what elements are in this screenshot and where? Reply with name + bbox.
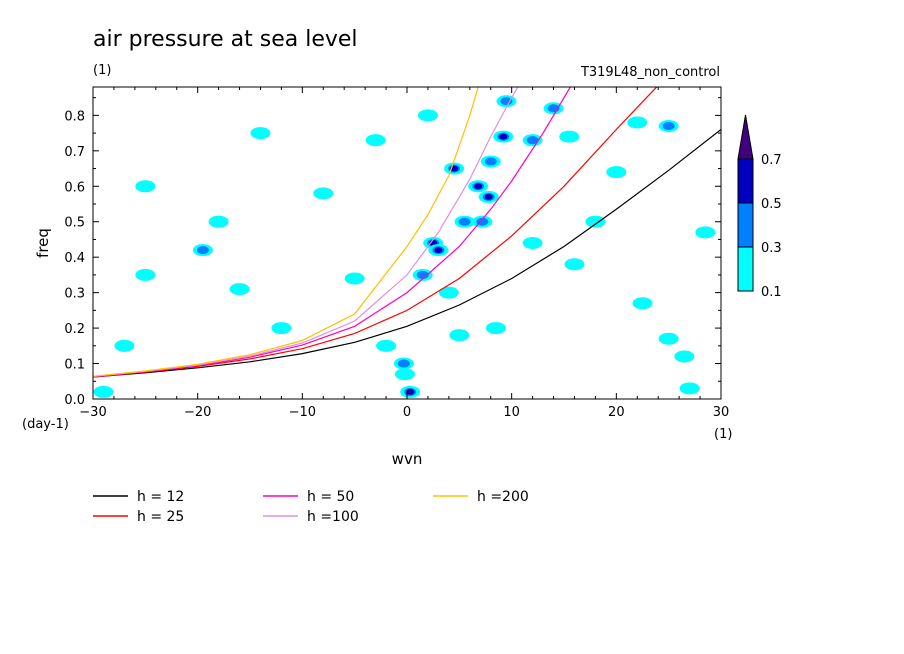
contour-blob (458, 217, 471, 226)
colorbar-label: 0.1 (761, 285, 782, 300)
contour-blob (606, 166, 627, 179)
contour-blob (499, 133, 508, 140)
contour-blob (344, 272, 365, 285)
y-tick-label: 0.5 (64, 216, 85, 231)
y-axis-label: freq (34, 228, 52, 258)
y-tick-label: 0.3 (64, 287, 85, 302)
contour-blob (627, 116, 648, 129)
contour-blob (229, 283, 250, 296)
contour-blob (484, 193, 493, 200)
curve-line (93, 87, 479, 377)
contour-blob (313, 187, 334, 200)
contour-blob (484, 157, 497, 166)
contour-blob (93, 385, 114, 398)
contour-blob (476, 217, 489, 226)
contour-blob (674, 350, 695, 363)
legend-label: h =100 (307, 509, 359, 525)
contour-blob (208, 215, 229, 228)
curve-line (93, 87, 572, 378)
contour-blob (632, 297, 653, 310)
contour-blob (662, 122, 675, 130)
contour-blob (658, 332, 679, 345)
legend-label: h = 25 (137, 509, 184, 525)
contour-blob (564, 258, 585, 271)
legend-label: h = 12 (137, 489, 184, 505)
contour-blob (434, 247, 443, 254)
chart-subtitle: (1) (93, 63, 111, 78)
contour-blob (408, 389, 413, 394)
contour-blob (559, 130, 580, 143)
contour-blob (271, 322, 292, 335)
y-axis: 0.0 0.1 0.2 0.3 0.4 0.5 0.6 0.7 0.8 (64, 97, 721, 408)
contour-blob (585, 215, 606, 228)
x-tick-label: −10 (289, 405, 316, 420)
curve-line (93, 87, 519, 377)
y-tick-label: 0.2 (64, 322, 85, 337)
x-tick-label: 30 (713, 405, 730, 420)
x-tick-label: −30 (79, 405, 106, 420)
contour-blob (500, 97, 513, 106)
y-tick-label: 0.7 (64, 145, 85, 160)
legend-label: h = 50 (307, 489, 354, 505)
y-unit-label: (day-1) (22, 417, 69, 432)
colorbar-segment (737, 158, 754, 204)
chart-title: air pressure at sea level (93, 27, 358, 52)
curve-line (93, 87, 658, 378)
legend: h = 12 h = 25 h = 50 h =100 h =200 (93, 489, 529, 525)
x-axis-label: wvn (392, 450, 423, 468)
x-axis: −30 −20 −10 0 10 20 30 (79, 87, 729, 420)
contour-blob (196, 246, 209, 255)
colorbar-segment (737, 202, 754, 248)
contour-blob (417, 109, 438, 122)
x-tick-label: 20 (608, 405, 625, 420)
legend-label: h =200 (477, 489, 529, 505)
contour-blob (397, 359, 410, 368)
colorbar-segment (737, 246, 754, 292)
contour-blob (695, 226, 716, 239)
dispersion-curves (93, 87, 721, 378)
contour-blob (449, 329, 470, 342)
experiment-label: T319L48_non_control (580, 65, 720, 80)
contour-blob (474, 183, 483, 190)
contour-blob (679, 382, 700, 395)
colorbar-label: 0.5 (761, 197, 782, 212)
contour-blob (114, 339, 135, 352)
contour-blob (250, 127, 271, 140)
contour-blob (376, 339, 397, 352)
y-tick-label: 0.8 (64, 109, 85, 124)
colorbar-label: 0.7 (761, 153, 782, 168)
contour-blob (485, 322, 506, 335)
y-tick-label: 0.4 (64, 251, 85, 266)
x-tick-label: 0 (403, 405, 411, 420)
x-tick-label: 10 (503, 405, 520, 420)
x-tick-label: −20 (184, 405, 211, 420)
colorbar: 0.1 0.3 0.5 0.7 (737, 114, 782, 300)
contour-blob (135, 180, 156, 193)
y-tick-label: 0.0 (64, 393, 85, 408)
contour-layer (93, 95, 716, 398)
y-tick-label: 0.1 (64, 358, 85, 373)
curve-line (93, 129, 721, 378)
contour-blob (526, 136, 539, 145)
colorbar-arrow (737, 114, 754, 160)
contour-blob (438, 286, 459, 299)
plot-frame (92, 86, 722, 400)
contour-blob (394, 368, 415, 381)
contour-blob (365, 134, 386, 147)
x-unit-label: (1) (714, 427, 732, 442)
y-tick-label: 0.6 (64, 180, 85, 195)
contour-blob (135, 268, 156, 281)
colorbar-label: 0.3 (761, 241, 782, 256)
contour-blob (522, 237, 543, 249)
